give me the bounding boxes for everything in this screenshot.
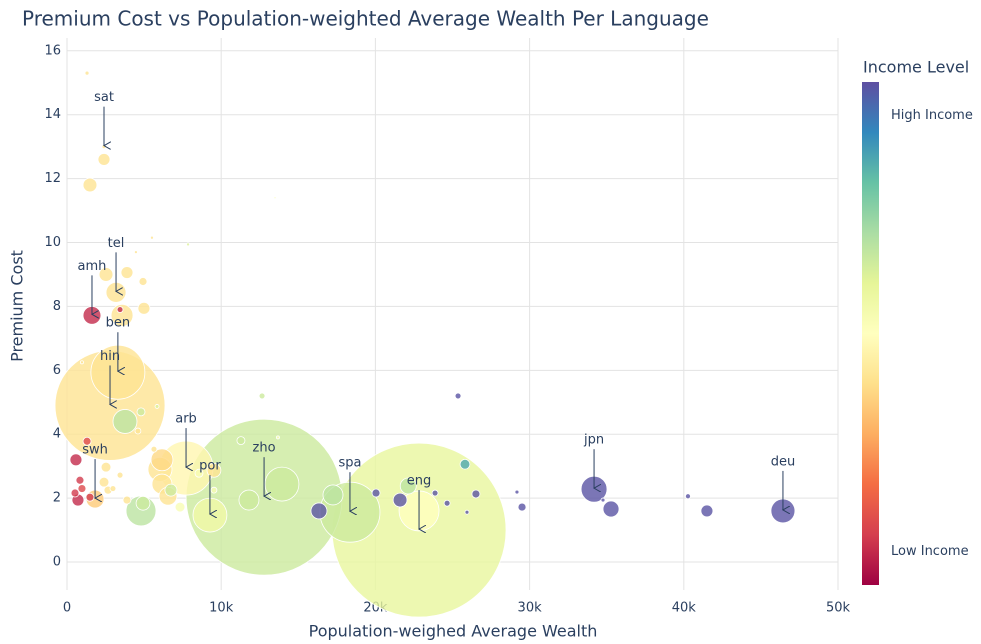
bubble [459, 458, 471, 470]
y-tick-label: 10 [44, 235, 61, 250]
bubble [517, 502, 527, 512]
x-tick-label: 10k [209, 601, 234, 616]
bubble [154, 404, 160, 409]
bubble [122, 495, 132, 505]
bubble [84, 70, 90, 76]
bubble [150, 448, 174, 472]
annotation-label: zho [253, 441, 276, 456]
bubble [186, 242, 190, 247]
bubble [116, 471, 124, 479]
annotation-label: arb [175, 412, 197, 427]
bubble [110, 304, 134, 327]
bubble [431, 489, 439, 497]
annotation-label: hin [100, 349, 120, 364]
y-tick-label: 8 [53, 299, 61, 314]
bubble [392, 492, 408, 508]
bubble [97, 153, 111, 166]
bubble [112, 409, 138, 434]
y-axis-title: Premium Cost [8, 250, 27, 362]
bubble [134, 427, 142, 435]
bubble [194, 468, 204, 478]
bubble [70, 488, 80, 498]
bubble [310, 502, 328, 520]
bubble [150, 235, 154, 240]
colorbar-gradient [862, 82, 879, 585]
y-tick-label: 0 [53, 555, 61, 570]
bubble [109, 485, 117, 492]
colorbar: Low Income High Income [862, 82, 973, 585]
x-axis-title: Population-weighed Average Wealth [309, 622, 598, 641]
bubble [98, 476, 110, 488]
bubble [82, 177, 98, 193]
annotation-label: deu [771, 454, 796, 469]
bubble [150, 445, 158, 453]
bubble [206, 463, 222, 478]
bubble [602, 500, 620, 518]
annotation-label: amh [78, 259, 107, 274]
bubble [399, 477, 417, 495]
bubble [471, 489, 481, 499]
y-tick-label: 16 [44, 43, 61, 58]
bubble [322, 484, 344, 506]
annotation-label: jpn [583, 433, 604, 448]
bubble [82, 436, 92, 446]
bubble [75, 475, 85, 485]
x-tick-label: 50k [826, 601, 851, 616]
bubble [120, 266, 134, 279]
colorbar-title: Income Level [863, 58, 969, 77]
bubble [210, 486, 218, 494]
bubble [464, 509, 470, 515]
bubble [135, 495, 151, 511]
bubble [443, 499, 451, 507]
bubble [371, 488, 381, 498]
bubble [69, 453, 83, 467]
bubble [454, 392, 462, 400]
annotation-label: eng [407, 474, 432, 489]
bubble [514, 489, 520, 495]
bubble [136, 407, 146, 417]
bubble [238, 489, 260, 511]
y-tick-label: 2 [53, 491, 61, 506]
bubble [273, 196, 277, 200]
x-tick-label: 40k [672, 601, 697, 616]
y-tick-label: 14 [44, 107, 61, 122]
colorbar-tick-label: High Income [891, 108, 973, 123]
x-tick-label: 30k [518, 601, 543, 616]
bubble [236, 436, 246, 446]
y-tick-label: 12 [44, 171, 61, 186]
annotation-label: sat [94, 90, 114, 105]
bubble [116, 306, 124, 313]
bubble [258, 392, 266, 400]
bubble [80, 360, 84, 365]
bubble [174, 501, 186, 513]
bubble [77, 484, 87, 493]
bubble [600, 497, 606, 503]
annotation-label: tel [108, 236, 125, 251]
y-tick-label: 6 [53, 363, 61, 378]
bubble [85, 492, 95, 502]
annotation-label: swh [82, 443, 108, 458]
annotation-label: por [199, 459, 221, 474]
bubble [164, 483, 178, 497]
bubble [133, 250, 138, 255]
y-tick-label: 4 [53, 427, 61, 442]
bubble [685, 493, 691, 500]
bubble [275, 435, 280, 440]
bubble [138, 277, 148, 286]
annotation-label: ben [106, 316, 131, 331]
bubble [700, 504, 714, 518]
x-tick-label: 0 [63, 601, 71, 616]
annotation-label: spa [338, 456, 361, 471]
chart-title: Premium Cost vs Population-weighted Aver… [22, 7, 709, 31]
bubble [100, 461, 112, 473]
bubble [137, 301, 151, 315]
bubble [264, 466, 300, 502]
bubble [98, 267, 114, 282]
colorbar-tick-label: Low Income [891, 544, 969, 559]
